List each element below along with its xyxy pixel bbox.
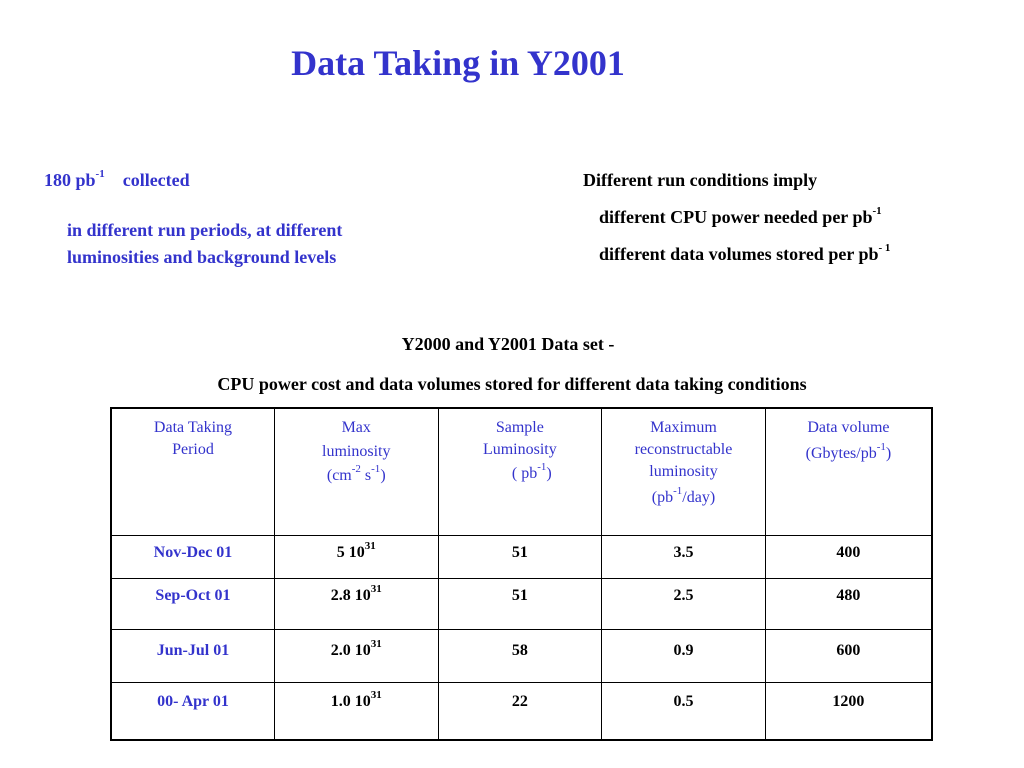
- table-row: Jun-Jul 01 2.0 1031 58 0.9 600: [110, 629, 933, 683]
- luminosity-amount-exponent: -1: [95, 168, 105, 180]
- data-volume-exponent: - 1: [878, 242, 891, 254]
- header-max-luminosity-unit: (cm-2 s-1): [326, 462, 386, 484]
- cell-period: Jun-Jul 01: [110, 629, 275, 683]
- cell-sample: 51: [437, 578, 603, 630]
- cell-sample: 51: [437, 535, 603, 579]
- data-taking-table: Data Taking Period Max luminosity (cm-2 …: [110, 407, 933, 741]
- header-volume-unit: (Gbytes/pb-1): [805, 440, 892, 462]
- header-period-line1: Data Taking: [153, 419, 233, 436]
- header-max-luminosity: Max luminosity (cm-2 s-1): [273, 407, 439, 536]
- cpu-power-exponent: -1: [872, 205, 882, 217]
- header-sample-luminosity: Sample Luminosity ( pb-1): [437, 407, 603, 536]
- header-sample-line1: Sample: [495, 419, 544, 436]
- header-maxrec-line1: Maximum: [650, 419, 717, 436]
- header-maxrec-line2: reconstructable: [634, 441, 733, 458]
- cpu-power-text: different CPU power needed per pb: [599, 207, 873, 227]
- cell-data-volume: 400: [764, 535, 933, 579]
- cell-data-volume: 480: [764, 578, 933, 630]
- dataset-heading: Y2000 and Y2001 Data set -: [401, 334, 615, 354]
- slide-title: Data Taking in Y2001: [291, 43, 625, 83]
- cell-max-luminosity: 5 1031: [273, 535, 439, 579]
- table-row: 00- Apr 01 1.0 1031 22 0.5 1200: [110, 682, 933, 741]
- cell-data-volume: 600: [764, 629, 933, 683]
- detail-line-1: in different run periods, at different: [67, 220, 343, 240]
- header-max-luminosity-line2: luminosity: [322, 443, 391, 460]
- collected-label: collected: [122, 170, 190, 190]
- detail-line-2: luminosities and background levels: [67, 247, 337, 267]
- cell-max-luminosity: 2.8 1031: [273, 578, 439, 630]
- header-period-line2: Period: [172, 441, 214, 458]
- cell-period: Sep-Oct 01: [110, 578, 275, 630]
- collected-line: 180 pb-1 collected: [44, 168, 342, 191]
- cell-max-luminosity: 1.0 1031: [273, 682, 439, 741]
- header-maxrec-line3: luminosity: [649, 463, 718, 480]
- cell-period: Nov-Dec 01: [110, 535, 275, 579]
- data-volume-text: different data volumes stored per pb: [599, 244, 879, 264]
- header-maxrec-unit: (pb-1/day): [651, 484, 716, 506]
- header-data-volume: Data volume (Gbytes/pb-1): [764, 407, 933, 536]
- cell-max-reconstructable: 0.9: [601, 629, 766, 683]
- cell-data-volume: 1200: [764, 682, 933, 741]
- cell-period: 00- Apr 01: [110, 682, 275, 741]
- header-sample-line2: Luminosity: [482, 441, 557, 458]
- cpu-power-item: different CPU power needed per pb-1: [599, 205, 890, 228]
- data-volume-item: different data volumes stored per pb- 1: [599, 242, 891, 265]
- header-sample-unit: ( pb-1): [511, 460, 552, 482]
- header-volume-line1: Data volume: [807, 419, 890, 436]
- table-caption: CPU power cost and data volumes stored f…: [217, 374, 807, 394]
- cell-max-reconstructable: 0.5: [601, 682, 766, 741]
- table-header-row: Data Taking Period Max luminosity (cm-2 …: [110, 407, 933, 536]
- luminosity-amount: 180 pb: [44, 170, 96, 190]
- cell-max-reconstructable: 2.5: [601, 578, 766, 630]
- cell-sample: 58: [437, 629, 603, 683]
- cell-max-luminosity: 2.0 1031: [273, 629, 439, 683]
- collected-detail: in different run periods, at different l…: [67, 217, 342, 271]
- header-max-reconstructable: Maximum reconstructable luminosity (pb-1…: [601, 407, 766, 536]
- cell-sample: 22: [437, 682, 603, 741]
- cell-max-reconstructable: 3.5: [601, 535, 766, 579]
- table-row: Sep-Oct 01 2.8 1031 51 2.5 480: [110, 578, 933, 630]
- run-conditions-heading: Different run conditions imply: [583, 170, 818, 190]
- collected-summary: 180 pb-1 collected in different run perio…: [44, 168, 342, 271]
- table-row: Nov-Dec 01 5 1031 51 3.5 400: [110, 535, 933, 579]
- header-max-luminosity-line1: Max: [341, 419, 371, 436]
- header-period: Data Taking Period: [110, 407, 275, 536]
- run-conditions: Different run conditions imply different…: [583, 170, 890, 265]
